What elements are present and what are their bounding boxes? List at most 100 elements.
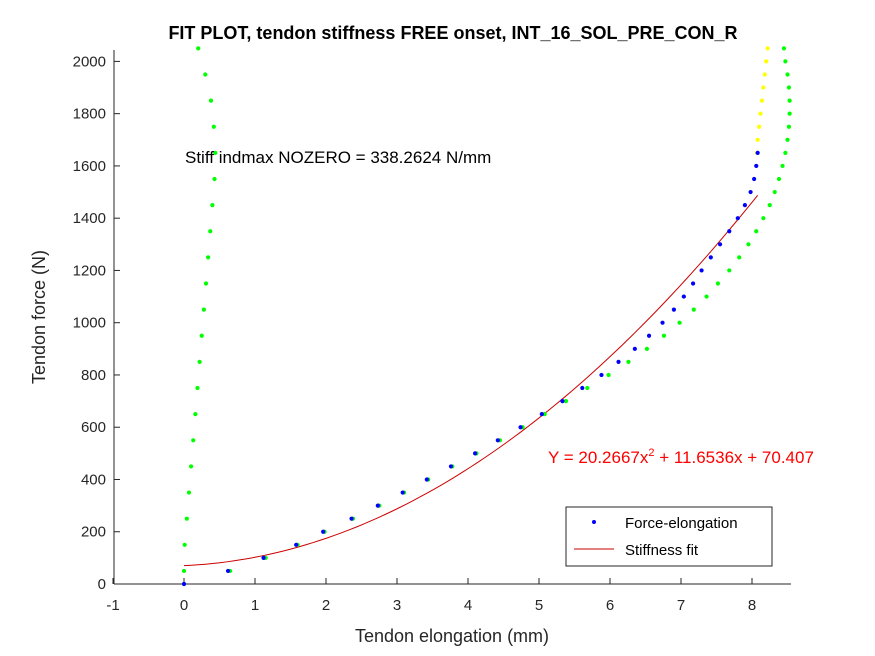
data-point (761, 85, 766, 90)
x-tick-label: 6 (606, 597, 614, 614)
legend-label-force-elongation: Force-elongation (625, 515, 738, 532)
data-point (599, 372, 604, 378)
legend-box (565, 506, 773, 567)
x-tick-label: 1 (251, 597, 259, 614)
data-point (186, 490, 192, 495)
data-point (201, 307, 206, 312)
data-point (606, 372, 611, 378)
chart-title: FIT PLOT, tendon stiffness FREE onset, I… (168, 23, 737, 43)
stiffness-annotation: Stiff indmax NOZERO = 338.2624 N/mm (185, 148, 491, 167)
fit-curve-layer (183, 194, 759, 567)
data-point (518, 425, 523, 430)
data-point (189, 464, 194, 469)
data-point (210, 203, 215, 208)
data-point (400, 490, 405, 495)
legend-label-stiffness-fit: Stiffness fit (625, 542, 699, 559)
data-point (195, 385, 200, 391)
y-tick-label: 1200 (73, 262, 106, 279)
data-point (181, 581, 187, 587)
data-point (197, 359, 202, 364)
data-point (776, 176, 782, 182)
data-point (727, 229, 732, 234)
data-point (787, 98, 792, 103)
data-point (757, 124, 762, 129)
legend: Force-elongation Stiffness fit (565, 506, 773, 567)
data-point (772, 189, 777, 195)
x-tick-label: 4 (464, 597, 472, 614)
data-point (208, 98, 214, 103)
data-point (181, 568, 187, 574)
x-axis-label: Tendon elongation (mm) (355, 626, 549, 646)
data-point (294, 542, 299, 547)
fit-equation-exponent: 2 (648, 447, 654, 459)
data-point (448, 464, 454, 469)
data-point (708, 255, 713, 260)
data-point (783, 150, 788, 155)
data-point (758, 111, 763, 116)
data-point (754, 163, 759, 169)
data-point (203, 72, 208, 77)
data-point (616, 359, 621, 364)
x-tick-label: 0 (180, 597, 188, 614)
data-point (199, 333, 204, 338)
y-tick-label: 1400 (73, 210, 106, 227)
data-point (761, 216, 766, 221)
data-point (704, 294, 709, 299)
stiffness-fit-line (183, 194, 759, 567)
data-point (717, 242, 723, 247)
data-point (681, 294, 686, 299)
y-tick-label: 600 (81, 419, 106, 436)
data-point (765, 46, 770, 51)
data-point (785, 137, 790, 142)
data-point (767, 203, 772, 208)
data-point (261, 555, 266, 560)
fit-equation-suffix: + 11.6536x + 70.407 (654, 448, 813, 467)
data-point (780, 163, 785, 169)
fit-equation-prefix: Y = 20.2667x (548, 448, 649, 467)
data-point (563, 398, 569, 404)
y-ticks: 0 200 400 600 800 1000 1200 1400 1600 1800 2000 (73, 53, 120, 593)
y-tick-label: 2000 (73, 53, 106, 70)
data-point (349, 516, 354, 521)
data-point (755, 137, 760, 142)
y-tick-label: 800 (81, 367, 106, 384)
x-tick-label: 5 (535, 597, 543, 614)
series-2 (181, 150, 760, 587)
data-point (715, 281, 721, 286)
data-point (193, 412, 198, 417)
x-tick-label: 8 (748, 597, 756, 614)
data-point (206, 255, 211, 260)
data-point (690, 281, 696, 286)
y-tick-label: 400 (81, 471, 106, 488)
series-0 (181, 46, 792, 587)
data-point (661, 333, 667, 338)
data-point (212, 176, 217, 182)
data-point (759, 98, 765, 103)
data-point (783, 59, 788, 64)
data-point (626, 359, 631, 364)
data-point (786, 85, 792, 90)
data-point (754, 229, 759, 234)
y-tick-label: 0 (98, 576, 106, 593)
data-point (203, 281, 209, 286)
data-point (560, 398, 565, 404)
data-point (735, 216, 740, 221)
x-tick-label: 7 (677, 597, 685, 614)
data-point (646, 333, 652, 338)
data-point (737, 255, 742, 260)
series-1 (754, 46, 770, 155)
data-point (208, 229, 213, 234)
data-point (699, 268, 704, 273)
data-point (786, 124, 792, 129)
data-point (495, 438, 500, 443)
data-point (196, 46, 201, 51)
legend-marker-force-elongation (592, 520, 596, 524)
data-point (660, 320, 665, 325)
data-point (671, 307, 677, 312)
y-tick-label: 200 (81, 524, 106, 541)
data-point (748, 189, 753, 195)
data-point (424, 477, 429, 482)
data-point (755, 150, 760, 155)
data-point (691, 307, 696, 312)
